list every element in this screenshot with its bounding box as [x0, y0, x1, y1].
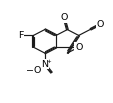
Text: O: O [60, 13, 67, 22]
Text: +: + [46, 59, 51, 64]
Text: O: O [96, 20, 103, 29]
Text: N: N [41, 60, 48, 69]
Text: O: O [74, 43, 82, 52]
Text: −O: −O [26, 66, 41, 75]
Text: F: F [18, 31, 24, 40]
